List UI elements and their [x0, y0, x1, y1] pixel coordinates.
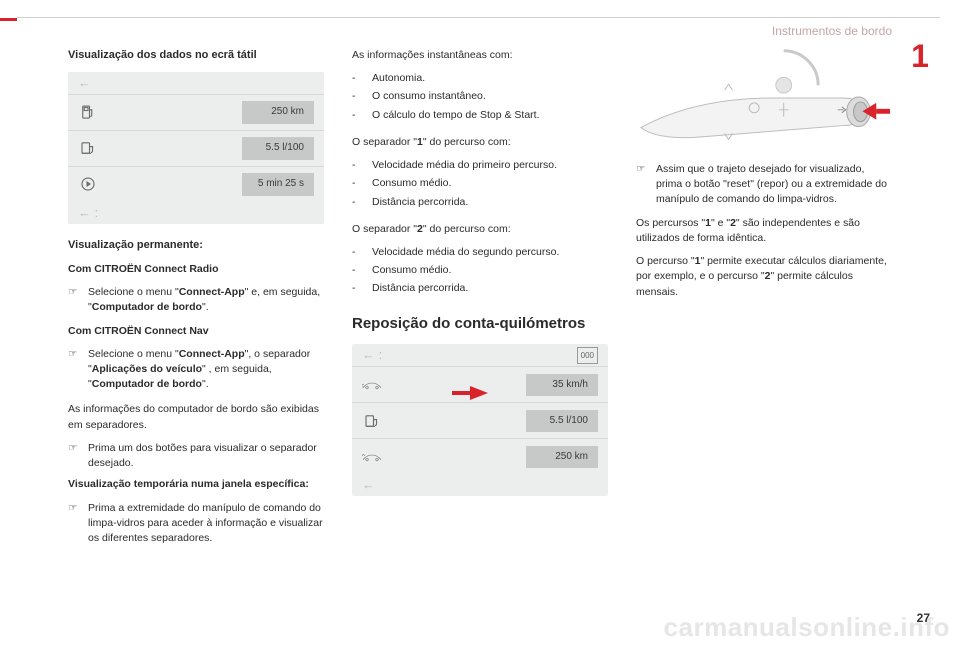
dash-icon: -	[352, 89, 364, 104]
col3-p1: Os percursos "1" e "2" são independentes…	[636, 216, 892, 246]
pointer-icon: ☞	[636, 162, 648, 208]
tabs-bullet: Prima um dos botões para visualizar o se…	[88, 441, 324, 471]
sm1-topbar: ←	[68, 72, 324, 94]
column-3: ☞ Assim que o trajeto desejado for visua…	[636, 48, 892, 609]
tab1-item: Consumo médio.	[372, 176, 608, 191]
dash-icon: -	[352, 263, 364, 278]
sm2-value-cons: 5.5 l/100	[526, 410, 598, 433]
pointer-icon: ☞	[68, 347, 80, 393]
dash-icon: -	[352, 195, 364, 210]
chapter-digit: 1	[904, 40, 936, 72]
wiper-stalk-illustration	[636, 48, 892, 148]
back-icon: ← :	[362, 346, 382, 365]
tab2-intro: O separador "2" do percurso com:	[352, 222, 608, 237]
sm2-botbar: ←	[352, 474, 608, 496]
sm2-topbar: ← : 000	[352, 344, 608, 366]
t: Connect-App	[179, 286, 245, 298]
dash-icon: -	[352, 245, 364, 260]
col1-title: Visualização dos dados no ecrã tátil	[68, 48, 324, 64]
t: Connect-App	[179, 348, 245, 360]
sm1-row-ss: 5 min 25 s	[68, 166, 324, 202]
radio-bullet: Selecione o menu "Connect-App" e, em seg…	[88, 285, 324, 315]
instant-item: O consumo instantâneo.	[372, 89, 608, 104]
instant-item: O cálculo do tempo de Stop & Start.	[372, 108, 608, 123]
tab1-item: Velocidade média do primeiro percurso.	[372, 158, 608, 173]
col3-p2: O percurso "1" permite executar cálculos…	[636, 254, 892, 300]
pump-icon	[78, 138, 98, 158]
radio-heading: Com CITROËN Connect Radio	[68, 263, 219, 275]
sm2-value-odo: 250 km	[526, 446, 598, 469]
touchscreen-mock-2: ← : 000 35 km/h 5.5 l/100	[352, 344, 608, 496]
sm1-row-cons: 5.5 l/100	[68, 130, 324, 166]
footer-page-number: 27	[917, 611, 930, 625]
t: O separador "	[352, 136, 417, 148]
t: ".	[202, 378, 209, 390]
t: Computador de bordo	[92, 301, 202, 313]
t: Selecione o menu "	[88, 286, 179, 298]
t: Aplicações do veículo	[92, 363, 202, 375]
pointer-icon: ☞	[68, 441, 80, 471]
t: O percurso "	[636, 255, 695, 267]
red-arrow-icon	[470, 386, 488, 400]
touchscreen-mock-1: ← 250 km 5.5 l/100	[68, 72, 324, 224]
t: ".	[202, 301, 209, 313]
watermark: carmanualsonline.info	[664, 612, 950, 643]
sm1-value-cons: 5.5 l/100	[242, 137, 314, 160]
temp-heading: Visualização temporária numa janela espe…	[68, 478, 309, 490]
odo-icon	[362, 447, 382, 467]
tab1-item: Distância percorrida.	[372, 195, 608, 210]
t: " do percurso com:	[423, 136, 511, 148]
dash-icon: -	[352, 158, 364, 173]
tabs-para: As informações do computador de bordo sã…	[68, 402, 324, 432]
pointer-icon: ☞	[68, 501, 80, 547]
instant-intro: As informações instantâneas com:	[352, 48, 608, 63]
t: Selecione o menu "	[88, 348, 179, 360]
col3-bullet: Assim que o trajeto desejado for visuali…	[656, 162, 892, 208]
stopstart-icon	[78, 174, 98, 194]
perm-heading: Visualização permanente:	[68, 238, 324, 254]
t: " e "	[711, 217, 730, 229]
chapter-number-box: 1	[904, 40, 936, 72]
column-1: Visualização dos dados no ecrã tátil ← 2…	[68, 48, 324, 609]
instant-item: Autonomia.	[372, 71, 608, 86]
reset-heading: Reposição do conta-quilómetros	[352, 313, 608, 335]
header-red-bar	[0, 18, 17, 21]
sm1-value-ss: 5 min 25 s	[242, 173, 314, 196]
sm1-row-range: 250 km	[68, 94, 324, 130]
dash-icon: -	[352, 176, 364, 191]
back-icon: ← :	[78, 204, 98, 223]
header-section-label: Instrumentos de bordo	[772, 24, 892, 38]
dash-icon: -	[352, 71, 364, 86]
sm1-botbar: ← :	[68, 202, 324, 224]
fuel-icon	[78, 102, 98, 122]
header-rule	[17, 17, 940, 18]
sm2-value-speed: 35 km/h	[526, 374, 598, 397]
nav-bullet: Selecione o menu "Connect-App", o separa…	[88, 347, 324, 393]
reset-button-mock: 000	[577, 347, 598, 365]
nav-heading: Com CITROËN Connect Nav	[68, 325, 209, 337]
t: Os percursos "	[636, 217, 705, 229]
dash-icon: -	[352, 281, 364, 296]
back-icon: ←	[362, 476, 375, 495]
tab2-item: Distância percorrida.	[372, 281, 608, 296]
column-2: As informações instantâneas com: -Autono…	[352, 48, 608, 609]
t: O separador "	[352, 223, 417, 235]
tab2-item: Consumo médio.	[372, 263, 608, 278]
tab2-item: Velocidade média do segundo percurso.	[372, 245, 608, 260]
pump-icon	[362, 411, 382, 431]
sm1-value-range: 250 km	[242, 101, 314, 124]
sm2-row-cons: 5.5 l/100	[352, 402, 608, 438]
t: Computador de bordo	[92, 378, 202, 390]
speed-icon	[362, 375, 382, 395]
temp-bullet: Prima a extremidade do manípulo de coman…	[88, 501, 324, 547]
dash-icon: -	[352, 108, 364, 123]
back-icon: ←	[78, 74, 91, 93]
sm2-row-odo: 250 km	[352, 438, 608, 474]
pointer-icon: ☞	[68, 285, 80, 315]
t: " do percurso com:	[423, 223, 511, 235]
tab1-intro: O separador "1" do percurso com:	[352, 135, 608, 150]
